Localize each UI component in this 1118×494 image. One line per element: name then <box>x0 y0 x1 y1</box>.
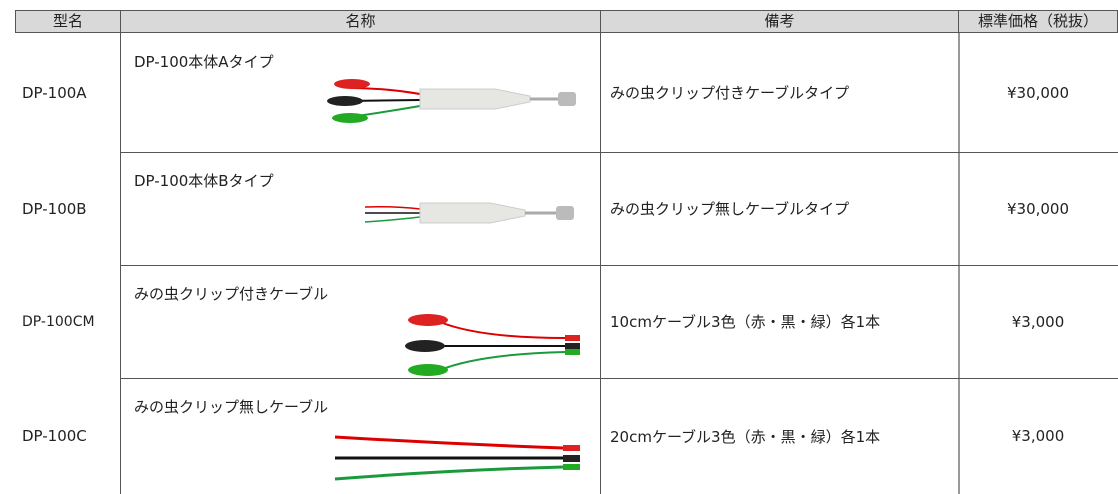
note: みの虫クリップ無しケーブルタイプ <box>610 200 850 218</box>
name: みの虫クリップ付きケーブル <box>134 285 329 303</box>
name: みの虫クリップ無しケーブル <box>134 398 329 416</box>
header-cell: 備考 <box>600 10 959 33</box>
model: DP-100CM <box>22 313 95 330</box>
note: 20cmケーブル3色（赤・黒・緑）各1本 <box>610 427 881 446</box>
model: DP-100C <box>22 427 87 445</box>
model: DP-100A <box>22 83 87 102</box>
name-cell: DP-100本体Bタイプ <box>120 152 600 265</box>
name-cell: みの虫クリップ付きケーブル <box>120 265 600 378</box>
probe-b-illustration <box>364 202 574 224</box>
clip-cable-illustration <box>405 314 580 376</box>
price: ¥3,000 <box>1011 427 1065 445</box>
probe-a-illustration <box>327 79 576 123</box>
header-cell: 型名 <box>15 10 121 33</box>
price: ¥30,000 <box>1006 199 1070 218</box>
name-cell: DP-100本体Aタイプ <box>120 33 600 152</box>
note: みの虫クリップ付きケーブルタイプ <box>610 84 850 102</box>
name: DP-100本体Aタイプ <box>134 53 274 71</box>
model: DP-100B <box>22 199 87 218</box>
header-cell: 標準価格（税抜） <box>958 10 1118 33</box>
plain-cable-illustration <box>334 435 580 481</box>
note: 10cmケーブル3色（赤・黒・緑）各1本 <box>610 313 881 331</box>
name: DP-100本体Bタイプ <box>134 172 274 190</box>
price: ¥30,000 <box>1006 83 1070 102</box>
name-cell: みの虫クリップ無しケーブル <box>120 378 600 494</box>
header-cell: 名称 <box>120 10 601 33</box>
price: ¥3,000 <box>1011 312 1065 331</box>
